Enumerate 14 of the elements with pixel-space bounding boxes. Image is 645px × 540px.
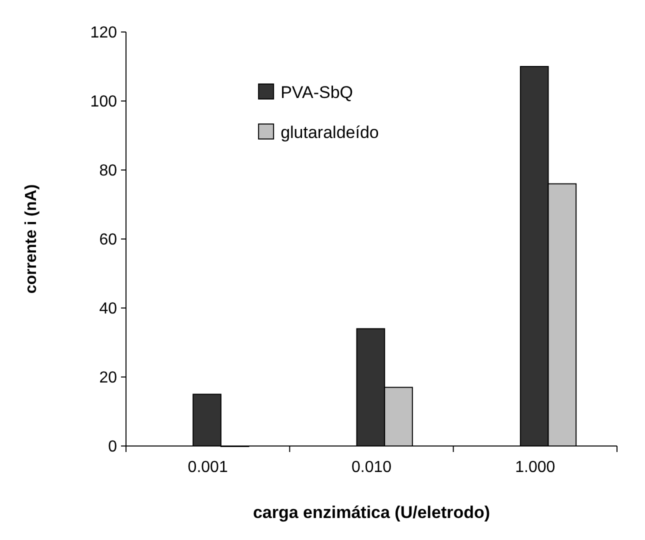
y-tick-label: 0 <box>108 438 118 456</box>
legend-label: glutaraldeído <box>280 122 379 142</box>
x-axis-title: carga enzimática (U/eletrodo) <box>252 503 490 522</box>
legend-label: PVA-SbQ <box>280 82 354 102</box>
y-axis-title: corrente i (nA) <box>23 184 40 294</box>
y-tick-label: 120 <box>90 24 118 42</box>
x-tick-label: 0.001 <box>188 459 228 476</box>
y-tick-label: 40 <box>99 300 118 318</box>
x-tick-label: 0.010 <box>351 459 392 476</box>
y-tick-label: 80 <box>99 162 118 180</box>
x-tick-label: 1.000 <box>515 459 556 476</box>
y-tick-label: 100 <box>90 94 118 111</box>
y-tick-label: 60 <box>99 232 118 249</box>
y-tick-label: 20 <box>99 370 118 387</box>
